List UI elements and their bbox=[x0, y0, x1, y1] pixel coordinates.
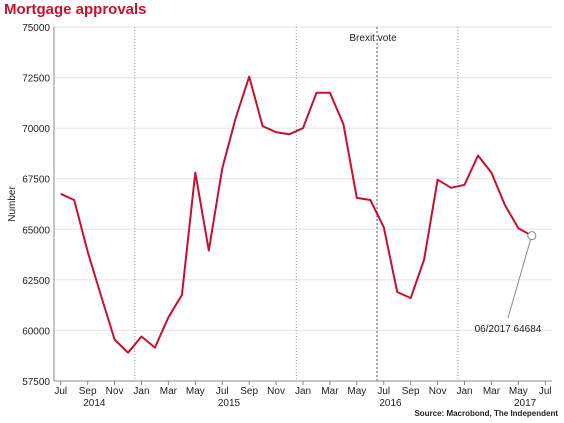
data-point bbox=[369, 199, 371, 201]
chart-title: Mortgage approvals bbox=[4, 1, 147, 18]
x-year-label: 2017 bbox=[514, 398, 537, 409]
x-tick-label: May bbox=[509, 386, 528, 397]
x-tick-label: Mar bbox=[321, 386, 339, 397]
data-point bbox=[181, 294, 183, 296]
y-tick-label: 75000 bbox=[22, 23, 50, 34]
series-line bbox=[60, 75, 533, 354]
data-point bbox=[86, 250, 88, 252]
y-tick-label: 62500 bbox=[22, 276, 50, 287]
data-point bbox=[450, 187, 452, 189]
data-point bbox=[167, 316, 169, 318]
data-point bbox=[423, 258, 425, 260]
y-tick-label: 67500 bbox=[22, 175, 50, 186]
data-point bbox=[275, 131, 277, 133]
annotation-leader-line bbox=[507, 238, 532, 319]
data-point bbox=[194, 171, 196, 173]
annotation-marker bbox=[527, 231, 537, 241]
data-point bbox=[140, 335, 142, 337]
x-tick-label: Jul bbox=[216, 386, 229, 397]
x-tick-label: Mar bbox=[483, 386, 501, 397]
x-year-label: 2015 bbox=[218, 398, 241, 409]
x-tick-label: Jan bbox=[456, 386, 472, 397]
y-tick-label: 60000 bbox=[22, 326, 50, 337]
data-point bbox=[517, 227, 519, 229]
x-tick-label: Jan bbox=[133, 386, 149, 397]
data-point bbox=[463, 184, 465, 186]
data-point bbox=[477, 154, 479, 156]
data-point bbox=[208, 249, 210, 251]
y-tick-label: 70000 bbox=[22, 124, 50, 135]
y-tick-label: 65000 bbox=[22, 225, 50, 236]
data-point bbox=[248, 75, 250, 77]
data-point bbox=[356, 197, 358, 199]
data-point bbox=[504, 204, 506, 206]
x-year-label: 2014 bbox=[83, 398, 106, 409]
x-tick-label: Jul bbox=[539, 386, 552, 397]
data-point bbox=[73, 199, 75, 201]
data-point bbox=[383, 226, 385, 228]
data-point bbox=[221, 167, 223, 169]
brexit-vote-label: Brexit vote bbox=[349, 33, 397, 44]
data-point bbox=[235, 117, 237, 119]
data-point bbox=[302, 127, 304, 129]
data-point bbox=[113, 338, 115, 340]
data-point bbox=[490, 171, 492, 173]
x-tick-label: Nov bbox=[267, 386, 285, 397]
data-point bbox=[315, 92, 317, 94]
y-tick-label: 57500 bbox=[22, 377, 50, 388]
x-tick-label: Jul bbox=[377, 386, 390, 397]
x-tick-label: Sep bbox=[240, 386, 258, 397]
data-point bbox=[342, 123, 344, 125]
data-point bbox=[288, 133, 290, 135]
annotation-label: 06/2017 64684 bbox=[475, 324, 542, 335]
data-point bbox=[396, 291, 398, 293]
x-tick-label: May bbox=[347, 386, 366, 397]
x-tick-label: Jul bbox=[54, 386, 67, 397]
data-point bbox=[409, 297, 411, 299]
data-point bbox=[154, 346, 156, 348]
x-tick-label: Jan bbox=[295, 386, 311, 397]
data-point bbox=[261, 125, 263, 127]
data-point bbox=[436, 179, 438, 181]
x-tick-label: Nov bbox=[106, 386, 124, 397]
y-tick-label: 72500 bbox=[22, 74, 50, 85]
x-tick-label: May bbox=[186, 386, 205, 397]
x-tick-label: Sep bbox=[79, 386, 97, 397]
data-point bbox=[60, 193, 62, 195]
data-point bbox=[329, 92, 331, 94]
x-year-label: 2016 bbox=[379, 398, 402, 409]
x-tick-label: Mar bbox=[160, 386, 178, 397]
source-note: Source: Macrobond, The Independent bbox=[414, 409, 558, 418]
y-axis-label: Number bbox=[7, 186, 18, 222]
x-tick-label: Sep bbox=[402, 386, 420, 397]
x-tick-label: Nov bbox=[429, 386, 447, 397]
data-point bbox=[100, 295, 102, 297]
data-point bbox=[127, 351, 129, 353]
